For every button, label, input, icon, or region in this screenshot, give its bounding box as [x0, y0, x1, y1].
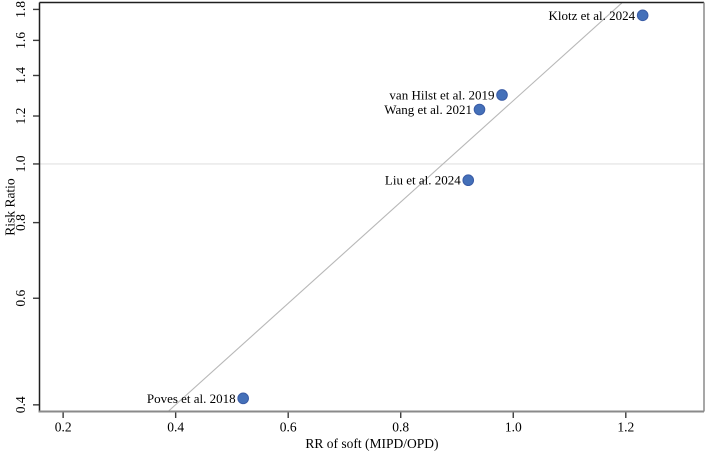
x-tick-label: 0.2 — [55, 420, 72, 435]
x-tick-label: 0.4 — [167, 420, 184, 435]
y-tick-label: 1.6 — [13, 32, 28, 49]
data-point-label: van Hilst et al. 2019 — [389, 87, 494, 102]
x-tick-label: 0.6 — [280, 420, 297, 435]
y-axis-title: Risk Ratio — [3, 178, 19, 236]
x-tick-label: 1.0 — [505, 420, 522, 435]
data-point-label: Wang et al. 2021 — [384, 102, 472, 117]
y-axis-title-wrap: Risk Ratio — [3, 2, 19, 412]
data-point-label: Liu et al. 2024 — [385, 173, 461, 188]
y-tick-label: 0.6 — [13, 290, 28, 307]
x-tick-label: 0.8 — [392, 420, 409, 435]
data-point — [496, 89, 508, 101]
y-tick-label: 1.8 — [13, 1, 28, 18]
fitted-diagonal-line — [167, 2, 623, 412]
data-point — [473, 103, 486, 116]
data-point-label: Klotz et al. 2024 — [549, 8, 636, 23]
data-point-label: Poves et al. 2018 — [147, 391, 236, 406]
y-tick-label: 1.0 — [13, 155, 28, 172]
y-tick-label: 0.4 — [13, 396, 28, 413]
x-tick-label: 1.2 — [617, 420, 634, 435]
data-point — [636, 9, 649, 22]
data-point — [237, 392, 249, 405]
y-tick-label: 0.8 — [13, 214, 28, 231]
data-point — [462, 174, 475, 187]
y-tick-label: 1.4 — [13, 67, 28, 84]
y-tick-label: 1.2 — [13, 108, 28, 125]
x-axis-title: RR of soft (MIPD/OPD) — [305, 436, 439, 451]
